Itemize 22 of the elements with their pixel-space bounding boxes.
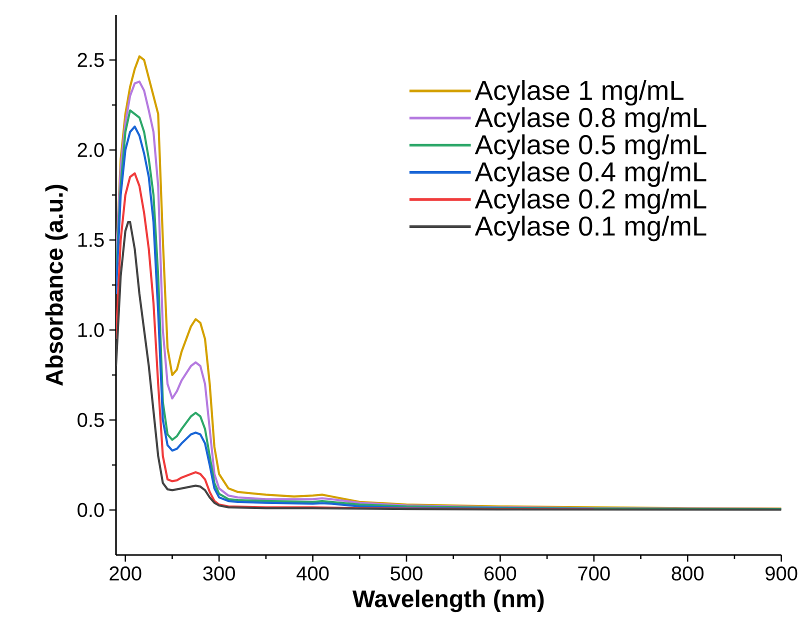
x-tick-label: 600 [484, 566, 516, 581]
y-tick-label: 2.0 [78, 142, 104, 158]
legend-label: Acylase 0.2 mg/mL [474, 188, 706, 214]
legend-label: Acylase 0.8 mg/mL [474, 107, 706, 133]
x-tick-label: 200 [110, 566, 142, 581]
y-tick-label: 1.0 [78, 322, 104, 338]
x-axis-title: Wavelength (nm) [352, 590, 544, 612]
y-tick-label: 2.5 [78, 52, 104, 68]
x-tick-label: 500 [390, 566, 422, 581]
legend-label: Acylase 0.4 mg/mL [474, 161, 706, 187]
legend-label: Acylase 0.5 mg/mL [474, 134, 706, 160]
x-tick-label: 900 [766, 566, 798, 581]
legend-label: Acylase 0.1 mg/mL [474, 216, 706, 242]
x-tick-label: 400 [296, 566, 329, 581]
y-axis-title: Absorbance (a.u.) [45, 184, 68, 386]
x-tick-label: 700 [578, 566, 610, 581]
y-tick-label: 1.5 [78, 233, 104, 247]
legend-label: Acylase 1 mg/mL [474, 80, 684, 106]
x-tick-label: 800 [672, 566, 704, 581]
y-tick-label: 0.5 [78, 412, 104, 428]
x-tick-label: 300 [203, 566, 235, 581]
y-tick-label: 0.0 [78, 502, 104, 518]
